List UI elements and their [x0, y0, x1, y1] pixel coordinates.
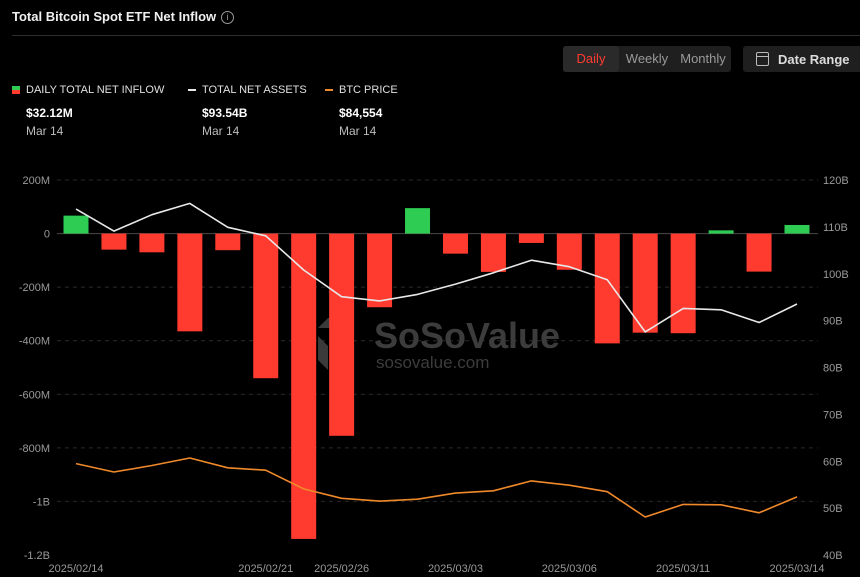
- axes: 200M 0 -200M -400M -600M -800M -1B -1.2B 120B 110…: [19, 175, 849, 575]
- inflow-bar: [253, 233, 279, 379]
- legend-label: TOTAL NET ASSETS: [202, 84, 307, 96]
- inflow-bar: [291, 233, 317, 539]
- calendar-icon: [756, 52, 769, 66]
- watermark-brand: SoSoValue: [374, 315, 560, 356]
- y-right-tick-label: 80B: [823, 363, 843, 375]
- y-right-tick-label: 100B: [823, 269, 849, 281]
- period-selector: Daily Weekly Monthly: [563, 46, 731, 72]
- legend-date: Mar 14: [26, 124, 64, 138]
- y-left-tick-label: -800M: [19, 443, 50, 455]
- bars: [63, 208, 810, 539]
- btc-price-line: [75, 457, 798, 518]
- watermark-site: sosovalue.com: [376, 353, 489, 372]
- y-left-tick-label: -400M: [19, 336, 50, 348]
- info-icon[interactable]: i: [221, 11, 235, 24]
- inflow-bar: [367, 233, 393, 308]
- legend-btc-price[interactable]: BTC PRICE $84,554 Mar 14: [325, 84, 398, 138]
- legend-value: $93.54B: [202, 106, 248, 120]
- y-right-tick-label: 50B: [823, 503, 843, 515]
- inflow-bar: [329, 233, 355, 436]
- legend-date: Mar 14: [202, 124, 240, 138]
- date-range-label: Date Range: [778, 51, 850, 67]
- line-legend-icon: [325, 89, 333, 92]
- inflow-bar: [480, 233, 506, 272]
- legend-net-assets[interactable]: TOTAL NET ASSETS $93.54B Mar 14: [188, 84, 307, 138]
- y-right-tick-label: 110B: [823, 222, 848, 234]
- inflow-bar: [442, 233, 468, 254]
- inflow-bar: [632, 233, 658, 333]
- net-assets-line: [75, 202, 798, 333]
- y-right-tick-label: 70B: [823, 409, 843, 421]
- legend-net-inflow[interactable]: DAILY TOTAL NET INFLOW $32.12M Mar 14: [12, 84, 164, 138]
- inflow-bar: [101, 233, 127, 250]
- x-tick-label: 2025/03/11: [656, 563, 710, 575]
- line-legend-icon: [188, 89, 196, 92]
- watermark: SoSoValue sosovalue.com: [318, 315, 560, 372]
- x-tick-label: 2025/02/14: [48, 563, 103, 575]
- legend-value: $84,554: [339, 106, 383, 120]
- legend-value: $32.12M: [26, 106, 73, 120]
- y-left-tick-label: -200M: [19, 282, 50, 294]
- date-range-button[interactable]: Date Range: [743, 46, 860, 72]
- x-tick-label: 2025/03/03: [428, 563, 483, 575]
- y-right-tick-label: 120B: [823, 175, 849, 187]
- x-tick-label: 2025/03/14: [769, 563, 824, 575]
- page-title: Total Bitcoin Spot ETF Net Inflow i: [12, 9, 235, 24]
- x-tick-label: 2025/02/26: [314, 563, 369, 575]
- y-right-tick-label: 60B: [823, 456, 843, 468]
- x-tick-label: 2025/02/21: [238, 563, 293, 575]
- tab-daily[interactable]: Daily: [563, 46, 619, 72]
- bar-legend-icon: [12, 86, 20, 95]
- inflow-bar: [63, 215, 89, 234]
- legend-label: DAILY TOTAL NET INFLOW: [26, 84, 165, 96]
- inflow-bar: [139, 233, 165, 253]
- lines: [75, 202, 798, 518]
- inflow-bar: [556, 233, 582, 270]
- y-left-tick-label: 0: [44, 229, 50, 241]
- legend-label: BTC PRICE: [339, 84, 398, 96]
- inflow-bar: [708, 230, 734, 234]
- inflow-bar: [784, 224, 810, 234]
- y-left-tick-label: -600M: [19, 389, 50, 401]
- y-left-tick-label: -1.2B: [24, 550, 50, 562]
- inflow-bar: [594, 233, 620, 344]
- y-right-tick-label: 40B: [823, 550, 843, 562]
- inflow-bar: [215, 233, 241, 251]
- inflow-bar: [177, 233, 203, 332]
- y-left-tick-label: -1B: [33, 496, 50, 508]
- legend-date: Mar 14: [339, 124, 377, 138]
- tab-weekly[interactable]: Weekly: [625, 51, 669, 66]
- y-left-tick-label: 200M: [22, 175, 50, 187]
- inflow-bar: [746, 233, 772, 272]
- tab-monthly[interactable]: Monthly: [680, 51, 726, 66]
- x-tick-label: 2025/03/06: [542, 563, 597, 575]
- inflow-bar: [670, 233, 696, 334]
- inflow-bar: [518, 233, 544, 243]
- inflow-bar: [405, 208, 431, 234]
- y-right-tick-label: 90B: [823, 316, 843, 328]
- header-divider: [12, 35, 860, 36]
